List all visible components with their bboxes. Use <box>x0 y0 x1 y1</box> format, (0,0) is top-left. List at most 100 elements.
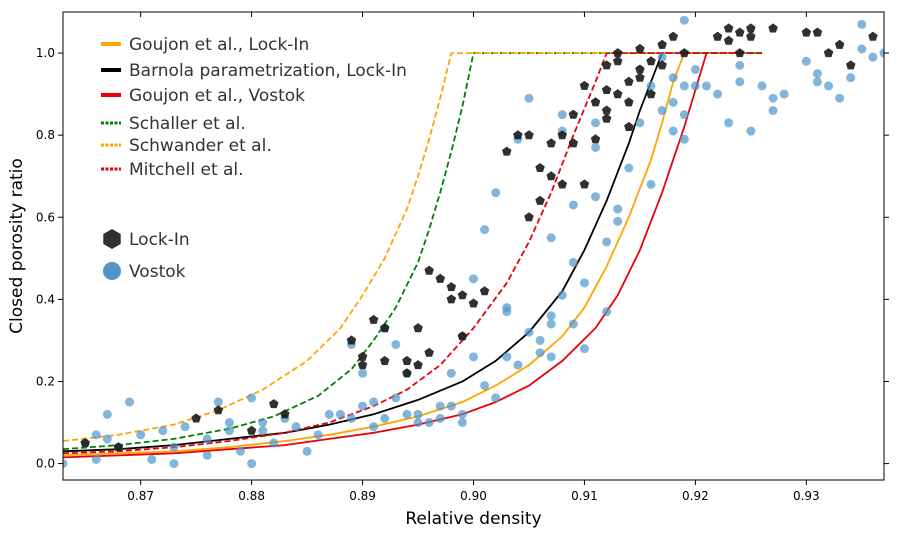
vostok-point <box>513 360 523 370</box>
lock-in-point <box>502 146 512 156</box>
vostok-point <box>768 106 778 116</box>
points-layer <box>63 15 884 469</box>
vostok-point <box>735 77 745 87</box>
vostok-point <box>402 409 412 419</box>
vostok-point <box>679 81 689 91</box>
vostok-point <box>435 401 445 411</box>
barnola-parametrization-lock-in-curve <box>63 52 762 453</box>
lock-in-point <box>402 368 412 378</box>
vostok-point <box>857 19 867 29</box>
vostok-point <box>701 81 711 91</box>
vostok-point <box>768 93 778 103</box>
vostok-point <box>502 352 512 362</box>
lock-in-point <box>568 109 579 119</box>
vostok-point <box>413 409 423 419</box>
lock-in-point <box>413 323 423 333</box>
lock-in-point <box>424 347 434 357</box>
vostok-point <box>102 409 112 419</box>
lock-in-point <box>601 105 612 115</box>
vostok-point <box>91 430 101 440</box>
lock-in-point <box>424 265 434 275</box>
x-tick-label: 0.92 <box>682 489 709 503</box>
lock-in-point <box>357 351 368 361</box>
vostok-point <box>369 422 379 432</box>
vostok-point <box>524 327 534 337</box>
y-tick-label: 0.2 <box>36 374 55 388</box>
lock-in-point <box>635 64 645 74</box>
legend-marker-lock-in <box>103 229 121 249</box>
vostok-point <box>63 459 68 469</box>
x-tick-label: 0.90 <box>460 489 487 503</box>
vostok-point <box>391 393 401 403</box>
y-tick-label: 0.6 <box>36 210 55 224</box>
vostok-point <box>579 344 589 354</box>
vostok-point <box>857 44 867 54</box>
vostok-point <box>446 368 456 378</box>
vostok-point <box>224 426 234 436</box>
lock-in-point <box>446 294 457 304</box>
lock-in-point <box>357 360 368 370</box>
schwander-et-al-curve <box>63 52 762 442</box>
x-tick-label: 0.89 <box>349 489 376 503</box>
lock-in-point <box>635 72 645 82</box>
legend-label-barnola-parametrization-lock-in: Barnola parametrization, Lock-In <box>129 61 407 81</box>
vostok-point <box>125 397 135 407</box>
vostok-point <box>335 409 345 419</box>
goujon-et-al-lock-in-curve <box>63 52 762 457</box>
lock-in-point <box>380 355 390 365</box>
vostok-point <box>258 418 268 428</box>
schaller-et-al-curve <box>63 52 762 451</box>
vostok-point <box>91 454 101 464</box>
vostok-point <box>868 52 878 62</box>
lock-in-point <box>368 314 379 324</box>
legend-label-vostok: Vostok <box>129 262 186 282</box>
vostok-point <box>668 126 678 136</box>
vostok-point <box>602 307 612 317</box>
vostok-point <box>746 126 756 136</box>
vostok-point <box>568 319 578 329</box>
vostok-point <box>812 69 822 79</box>
lock-in-point <box>557 130 567 140</box>
vostok-point <box>457 409 467 419</box>
vostok-point <box>102 434 112 444</box>
lock-in-point <box>280 409 290 419</box>
lock-in-point <box>679 48 690 58</box>
vostok-point <box>679 15 689 25</box>
vostok-point <box>591 192 601 202</box>
vostok-point <box>247 459 257 469</box>
vostok-point <box>735 60 745 70</box>
lock-in-point <box>735 48 745 58</box>
lock-in-point <box>513 130 523 140</box>
lock-in-point <box>535 195 545 205</box>
vostok-point <box>202 434 212 444</box>
y-tick-label: 0.4 <box>36 292 55 306</box>
lock-in-point <box>613 56 623 66</box>
lock-in-point <box>746 23 756 33</box>
vostok-point <box>602 237 612 247</box>
legend-label-schaller-et-al: Schaller et al. <box>129 114 246 134</box>
vostok-point <box>546 311 556 321</box>
vostok-point <box>591 118 601 128</box>
lock-in-point <box>246 425 257 435</box>
lock-in-point <box>191 413 201 423</box>
vostok-point <box>324 409 334 419</box>
legend-label-mitchell-et-al: Mitchell et al. <box>129 160 244 180</box>
lock-in-point <box>624 76 634 86</box>
x-axis-title: Relative density <box>405 509 541 529</box>
lock-in-point <box>546 138 556 148</box>
y-tick-label: 0.0 <box>36 457 55 471</box>
lock-in-point <box>712 31 723 41</box>
vostok-point <box>713 89 723 99</box>
vostok-point <box>546 319 556 329</box>
lock-in-point <box>435 273 445 283</box>
vostok-point <box>879 48 884 58</box>
legend-label-goujon-et-al-lock-in: Goujon et al., Lock-In <box>129 35 309 55</box>
lock-in-point <box>590 134 601 144</box>
y-tick-label: 0.8 <box>36 128 55 142</box>
vostok-point <box>824 81 834 91</box>
vostok-point <box>247 393 257 403</box>
vostok-point <box>158 426 168 436</box>
vostok-point <box>557 290 567 300</box>
lock-in-point <box>723 35 734 45</box>
legend-label-lock-in: Lock-In <box>129 230 190 250</box>
